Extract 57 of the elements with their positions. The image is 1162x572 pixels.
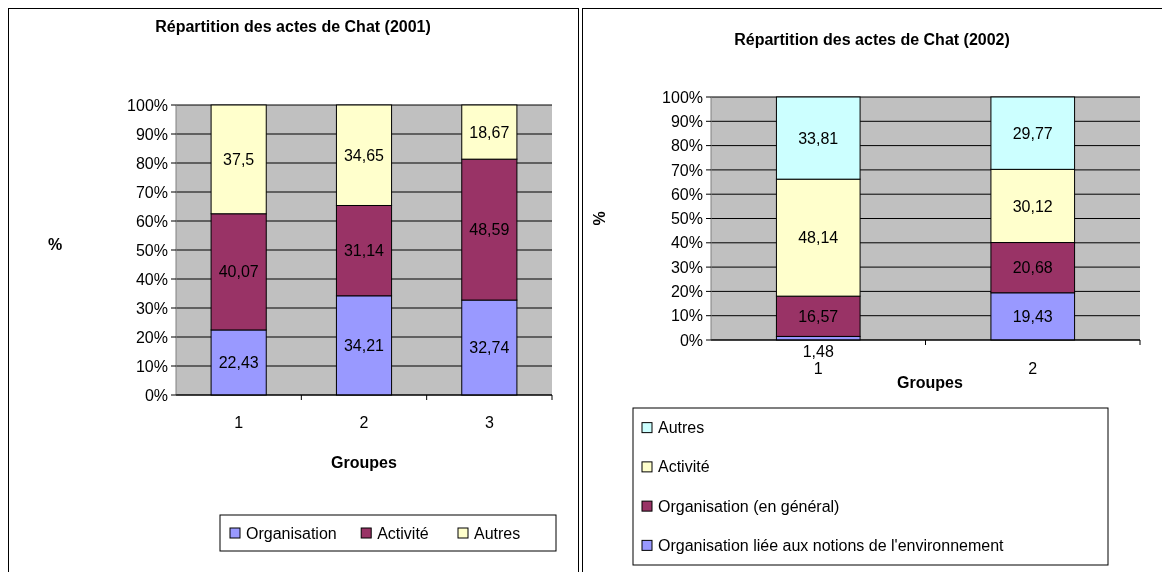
y-tick-label: 30%	[135, 299, 168, 317]
y-tick-label: 60%	[670, 185, 703, 203]
legend-label: Activité	[377, 524, 429, 542]
y-tick-label: 10%	[670, 307, 703, 325]
y-tick-label: 0%	[679, 331, 703, 349]
y-tick-label: 90%	[670, 112, 703, 130]
y-tick-label: 10%	[135, 357, 168, 375]
y-tick-label: 50%	[135, 241, 168, 259]
y-tick-label: 30%	[670, 258, 703, 276]
data-label: 48,59	[469, 221, 510, 239]
data-label: 19,43	[1012, 307, 1053, 325]
data-label: 40,07	[218, 263, 259, 281]
data-label: 29,77	[1012, 124, 1053, 142]
y-axis-title: %	[47, 236, 63, 253]
y-tick-label: 70%	[670, 161, 703, 179]
y-tick-label: 60%	[135, 212, 168, 230]
data-label: 16,57	[798, 307, 839, 325]
y-tick-label: 0%	[144, 386, 168, 404]
x-tick-label: 2	[359, 414, 369, 431]
data-label: 18,67	[469, 123, 510, 141]
x-tick-label: 2	[1028, 360, 1038, 377]
x-tick-label: 1	[813, 360, 823, 377]
data-label: 33,81	[798, 129, 839, 147]
y-tick-label: 100%	[662, 88, 703, 106]
x-tick-label: 1	[234, 414, 244, 431]
legend-label: Autres	[658, 419, 705, 437]
data-label: 48,14	[798, 229, 839, 247]
legend-label: Autres	[474, 524, 521, 542]
y-tick-label: 20%	[135, 328, 168, 346]
x-tick-label: 3	[484, 414, 494, 431]
legend-label: Organisation (en général)	[658, 497, 840, 515]
x-axis-title: Groupes	[331, 454, 397, 471]
y-tick-label: 40%	[135, 270, 168, 288]
y-tick-label: 90%	[135, 125, 168, 143]
legend-label: Organisation	[246, 524, 337, 542]
chart-title: Répartition des actes de Chat (2001)	[155, 18, 431, 35]
legend-label: Activité	[658, 458, 710, 476]
y-tick-label: 70%	[135, 183, 168, 201]
y-tick-label: 80%	[135, 154, 168, 172]
data-label: 20,68	[1012, 259, 1053, 277]
x-axis-title: Groupes	[897, 374, 963, 391]
y-axis-title: %	[591, 211, 608, 226]
y-tick-label: 50%	[670, 210, 703, 228]
y-tick-label: 100%	[127, 96, 168, 114]
data-label: 34,65	[343, 146, 385, 164]
data-label: 34,21	[343, 337, 385, 354]
data-label: 32,74	[469, 339, 510, 357]
chart-title: Répartition des actes de Chat (2002)	[734, 31, 1010, 48]
data-label: 22,43	[218, 354, 259, 372]
data-label: 31,14	[343, 242, 385, 260]
legend-label: Organisation liée aux notions de l'environnement	[658, 536, 1005, 554]
y-tick-label: 40%	[670, 234, 703, 252]
data-label: 1,48	[802, 342, 834, 360]
y-tick-label: 80%	[670, 137, 703, 155]
y-tick-label: 20%	[670, 283, 703, 300]
data-label: 37,5	[223, 150, 255, 168]
data-label: 30,12	[1012, 197, 1053, 215]
